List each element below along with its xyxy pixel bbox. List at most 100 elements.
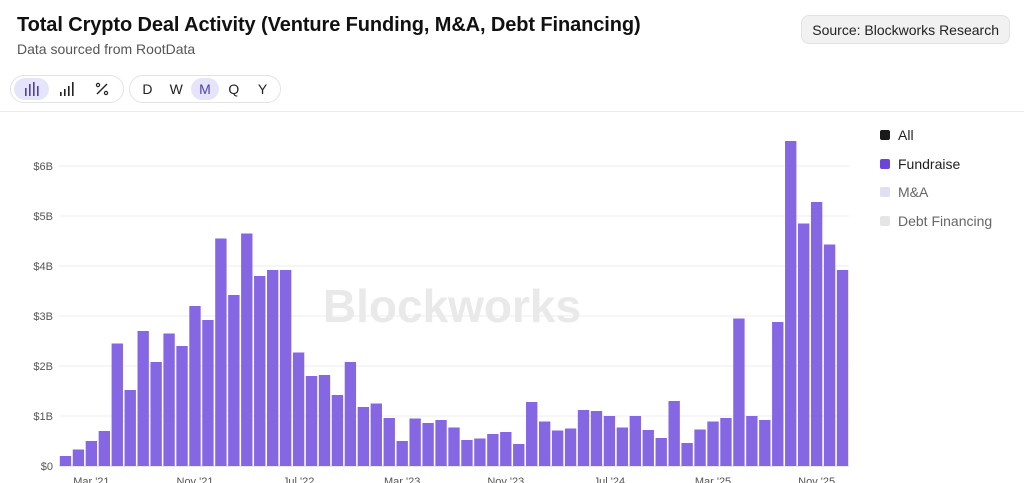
- bar[interactable]: [189, 306, 201, 466]
- stacked-bar-chart-button[interactable]: [49, 78, 84, 100]
- x-tick-label: Mar '23: [384, 476, 420, 483]
- y-tick-label: $6B: [33, 161, 53, 173]
- bar[interactable]: [616, 427, 629, 467]
- bar[interactable]: [72, 449, 85, 467]
- bar[interactable]: [720, 418, 732, 466]
- bar[interactable]: [409, 418, 421, 467]
- bar[interactable]: [655, 438, 667, 466]
- x-tick-label: Jul '22: [283, 476, 314, 483]
- y-tick-label: $1B: [33, 411, 53, 423]
- period-year-button[interactable]: Y: [257, 81, 268, 97]
- period-week-button[interactable]: W: [169, 81, 183, 97]
- bar[interactable]: [370, 403, 382, 467]
- y-tick-label: $5B: [33, 211, 53, 223]
- bar[interactable]: [279, 270, 292, 466]
- bar-chart-icon: [24, 82, 39, 96]
- stacked-bar-chart-icon: [59, 82, 74, 96]
- bar[interactable]: [823, 244, 836, 467]
- bar[interactable]: [383, 418, 395, 466]
- bar[interactable]: [551, 430, 564, 467]
- bar[interactable]: [305, 376, 318, 466]
- bar[interactable]: [577, 410, 590, 466]
- watermark: Blockworks: [323, 280, 581, 332]
- source-button[interactable]: Source: Blockworks Research: [801, 15, 1010, 44]
- x-tick-label: Jul '24: [594, 476, 625, 483]
- period-quarter-button[interactable]: Q: [228, 81, 240, 97]
- bar[interactable]: [668, 401, 680, 466]
- bar[interactable]: [707, 421, 719, 467]
- x-tick-label: Nov '25: [798, 476, 835, 483]
- bar[interactable]: [254, 276, 266, 466]
- bar[interactable]: [810, 202, 823, 466]
- bar[interactable]: [344, 362, 357, 466]
- x-tick-label: Mar '25: [695, 476, 731, 483]
- bar[interactable]: [241, 233, 253, 467]
- bar[interactable]: [202, 320, 214, 466]
- bar[interactable]: [487, 434, 499, 466]
- bar[interactable]: [590, 411, 603, 466]
- bar[interactable]: [267, 270, 279, 466]
- bar[interactable]: [836, 270, 849, 466]
- bar[interactable]: [318, 375, 331, 466]
- legend-item-debt-financing[interactable]: Debt Financing: [880, 207, 992, 236]
- page-subtitle: Data sourced from RootData: [17, 41, 196, 57]
- bar[interactable]: [435, 420, 447, 466]
- bar[interactable]: [500, 432, 512, 466]
- bar[interactable]: [526, 402, 538, 466]
- bar[interactable]: [331, 395, 344, 466]
- bar[interactable]: [357, 407, 370, 466]
- bar[interactable]: [681, 443, 693, 466]
- bar[interactable]: [513, 444, 525, 466]
- bar[interactable]: [85, 441, 98, 466]
- period-month-button[interactable]: M: [190, 78, 220, 100]
- legend-item-fundraise[interactable]: Fundraise: [880, 150, 992, 179]
- bar[interactable]: [564, 428, 577, 467]
- bar[interactable]: [629, 416, 641, 466]
- bar[interactable]: [228, 295, 240, 466]
- bar[interactable]: [461, 440, 473, 466]
- bar[interactable]: [215, 238, 227, 467]
- bar[interactable]: [98, 431, 111, 466]
- legend: All Fundraise M&A Debt Financing: [880, 121, 992, 235]
- y-tick-label: $3B: [33, 311, 53, 323]
- bar[interactable]: [759, 420, 771, 466]
- y-tick-label: $4B: [33, 261, 53, 273]
- percent-chart-button[interactable]: [84, 78, 119, 100]
- bar[interactable]: [422, 423, 434, 466]
- bar[interactable]: [746, 416, 758, 466]
- legend-item-ma[interactable]: M&A: [880, 178, 992, 207]
- percent-icon: [95, 82, 108, 96]
- bar[interactable]: [59, 456, 72, 466]
- legend-swatch-debt-financing: [880, 215, 890, 226]
- bar[interactable]: [176, 346, 188, 466]
- bar[interactable]: [772, 322, 784, 466]
- page-title: Total Crypto Deal Activity (Venture Fund…: [17, 14, 641, 36]
- bar[interactable]: [603, 416, 616, 466]
- bars: [59, 141, 849, 467]
- legend-swatch-ma: [880, 187, 890, 198]
- x-tick-label: Nov '21: [177, 476, 214, 483]
- x-axis-ticks: Mar '21 Nov '21 Jul '22 Mar '23 Nov '23 Jul '…: [73, 476, 835, 483]
- bar[interactable]: [797, 223, 810, 467]
- legend-label-all: All: [898, 127, 914, 144]
- x-tick-label: Nov '23: [487, 476, 524, 483]
- bar[interactable]: [785, 141, 797, 466]
- bar[interactable]: [111, 343, 123, 467]
- bar[interactable]: [150, 362, 162, 466]
- bar[interactable]: [642, 430, 654, 466]
- bar[interactable]: [733, 318, 745, 467]
- bar[interactable]: [448, 427, 460, 467]
- bar[interactable]: [538, 421, 551, 467]
- bar[interactable]: [694, 429, 706, 467]
- bar[interactable]: [292, 352, 305, 467]
- header-divider: [0, 111, 1024, 112]
- legend-item-all[interactable]: All: [880, 121, 992, 150]
- bar[interactable]: [124, 390, 136, 466]
- bar[interactable]: [396, 441, 408, 466]
- bar-chart-button[interactable]: [14, 78, 49, 100]
- bar[interactable]: [474, 438, 486, 467]
- period-day-button[interactable]: D: [142, 81, 153, 97]
- bar[interactable]: [163, 333, 175, 467]
- legend-label-fundraise: Fundraise: [898, 155, 961, 172]
- bar[interactable]: [137, 331, 149, 466]
